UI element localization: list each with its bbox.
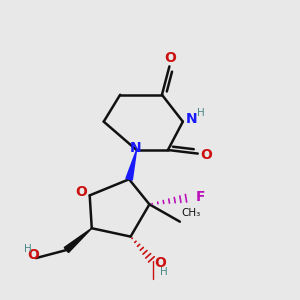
Polygon shape	[64, 228, 92, 253]
Text: N: N	[130, 141, 141, 155]
Text: H: H	[24, 244, 32, 254]
Text: N: N	[186, 112, 198, 126]
Text: H: H	[197, 108, 205, 118]
Text: O: O	[154, 256, 166, 270]
Text: O: O	[200, 148, 212, 162]
Text: F: F	[195, 190, 205, 204]
Text: O: O	[28, 248, 40, 262]
Text: CH₃: CH₃	[182, 208, 201, 218]
Text: H: H	[160, 267, 167, 278]
Polygon shape	[126, 150, 136, 180]
Text: O: O	[75, 185, 87, 199]
Text: O: O	[164, 51, 176, 65]
